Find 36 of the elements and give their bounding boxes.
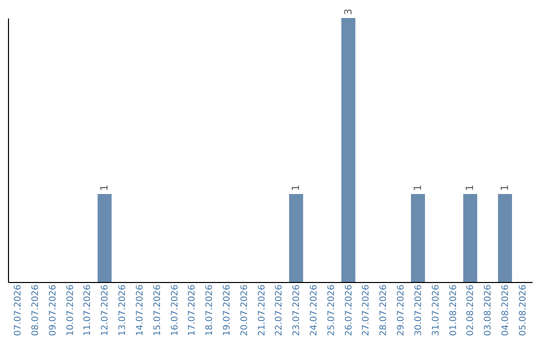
x-tick-label: 02.08.2026: [466, 284, 476, 336]
x-tick-label: 23.07.2026: [292, 284, 302, 336]
x-tick-label: 27.07.2026: [362, 284, 372, 336]
data-label: 1: [291, 184, 302, 191]
x-tick-label: 01.08.2026: [448, 284, 459, 336]
x-tick-label: 17.07.2026: [188, 284, 198, 336]
x-tick-label: 15.07.2026: [152, 284, 163, 336]
x-tick-label: 16.07.2026: [170, 284, 180, 336]
x-tick-label: 25.07.2026: [326, 284, 337, 336]
x-tick-label: 05.08.2026: [518, 284, 528, 336]
data-label: 1: [412, 184, 424, 191]
x-tick-label: 20.07.2026: [240, 284, 250, 336]
data-label: 1: [500, 184, 512, 191]
x-tick-label: 12.07.2026: [100, 284, 111, 336]
x-tick-label: 22.07.2026: [274, 284, 285, 336]
x-tick-label: 18.07.2026: [205, 284, 216, 336]
x-tick-label: 21.07.2026: [257, 284, 268, 336]
x-tick-label: 10.07.2026: [66, 284, 76, 336]
x-tick-label: 14.07.2026: [135, 284, 146, 336]
x-tick-label: 03.08.2026: [484, 284, 494, 336]
x-tick-label: 13.07.2026: [118, 284, 128, 336]
x-tick-label: 24.07.2026: [310, 284, 320, 336]
data-label: 1: [465, 184, 476, 191]
x-tick-label: 31.07.2026: [431, 284, 442, 336]
x-tick-label: 09.07.2026: [48, 284, 58, 336]
x-tick-label: 11.07.2026: [83, 284, 94, 336]
x-tick-label: 30.07.2026: [414, 284, 424, 336]
x-tick-label: 04.08.2026: [501, 284, 512, 336]
data-label: 1: [100, 184, 111, 191]
x-tick-label: 26.07.2026: [344, 284, 354, 336]
x-tick-label: 19.07.2026: [222, 284, 232, 336]
x-tick-label: 28.07.2026: [379, 284, 390, 336]
data-label: 3: [343, 8, 354, 15]
x-tick-label: 08.07.2026: [30, 284, 41, 336]
x-tick-label: 07.07.2026: [14, 284, 24, 336]
x-tick-label: 29.07.2026: [396, 284, 407, 336]
